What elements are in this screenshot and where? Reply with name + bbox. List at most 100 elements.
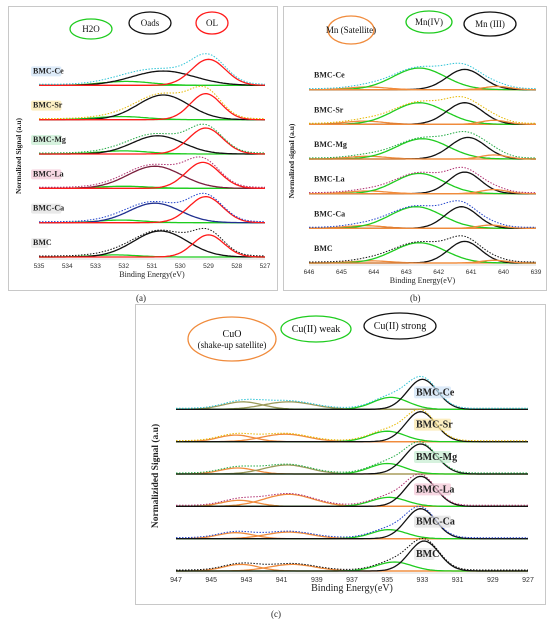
sample-label: BMC-Ca (314, 209, 345, 218)
sample-label-highlight (31, 135, 62, 145)
caption-a: (a) (136, 293, 146, 303)
x-tick-label: 534 (62, 263, 73, 270)
x-tick-label: 929 (487, 577, 499, 584)
sample-label-highlight (414, 386, 451, 399)
sample-label-highlight (31, 169, 62, 180)
component-peak (176, 540, 528, 572)
sample-label-highlight (31, 238, 49, 248)
envelope-fit (39, 192, 265, 223)
component-peak (39, 127, 265, 155)
x-tick-label: 939 (311, 577, 323, 584)
legend-label: H2O (82, 24, 100, 34)
component-peak (176, 378, 528, 410)
legend-label: Mn (Satellite) (326, 25, 376, 35)
sample-label-highlight (31, 66, 62, 77)
x-tick-label: 644 (368, 269, 379, 276)
legend-ellipse (128, 11, 172, 35)
component-peak (309, 119, 536, 125)
x-tick-label: 529 (203, 263, 214, 270)
component-peak (309, 242, 536, 264)
sample-label: BMC-Sr (416, 420, 453, 431)
sample-label-highlight (414, 451, 451, 463)
component-peak (176, 529, 528, 540)
component-peak (39, 196, 265, 224)
legend-label: Mn(IV) (415, 17, 443, 27)
x-tick-label: 531 (147, 263, 158, 270)
envelope-fit (176, 473, 528, 506)
legend-ellipse (463, 11, 517, 37)
x-tick-label: 646 (304, 269, 315, 276)
chart-mn2p: 646 645 644 643 642 641 640 639 Binding Energy(e… (287, 10, 542, 285)
x-tick-label: 935 (381, 577, 393, 584)
sample-label: BMC-Ce (314, 71, 345, 80)
component-peak (176, 475, 528, 507)
sample-label: BMC-Ca (33, 204, 64, 213)
component-peak (39, 93, 265, 121)
component-peak (39, 161, 265, 189)
sample-label-highlight (414, 483, 451, 496)
x-tick-label: 943 (241, 577, 253, 584)
x-tick-label: 645 (336, 269, 347, 276)
legend-ellipse (187, 316, 277, 362)
sample-label: BMC-Ce (416, 387, 455, 398)
component-peak (39, 202, 265, 224)
caption-b: (b) (410, 293, 421, 303)
component-peak (309, 154, 536, 160)
sample-label: BMC (314, 244, 333, 253)
envelope-fit (309, 200, 536, 228)
legend-label: OL (206, 18, 218, 28)
panel-cu2p: 947 945 943 941 939 937 935 933 931 929 927 Binding… (135, 304, 546, 605)
component-peak (309, 259, 536, 264)
component-peak (39, 165, 265, 189)
component-peak (176, 493, 528, 507)
x-tick-label: 527 (260, 263, 271, 270)
component-peak (39, 230, 265, 258)
panel-o1s: 535 534 533 532 531 530 529 528 527 Binding Energ… (8, 6, 278, 291)
x-tick-label: 532 (118, 263, 129, 270)
component-peak (176, 508, 528, 540)
sample-label: BMC-Mg (314, 140, 347, 149)
x-tick-label: 927 (522, 577, 534, 584)
legend-ellipse (363, 312, 437, 340)
legend-label: (shake-up satellite) (198, 340, 267, 350)
x-tick-label: 640 (498, 269, 509, 276)
envelope-fit (309, 235, 536, 263)
x-axis-title: Binding Energy(eV) (390, 276, 456, 285)
x-tick-label: 642 (433, 269, 444, 276)
sample-label: BMC-Mg (33, 135, 66, 144)
y-axis-title: Normalized signal (a.u) (287, 123, 296, 198)
sample-label-highlight (414, 548, 435, 560)
envelope-fit (176, 408, 528, 442)
legend-label: CuO (223, 329, 242, 340)
sample-label-highlight (31, 203, 62, 214)
sample-label-highlight (414, 418, 451, 431)
legend-label: Mn (III) (475, 19, 505, 29)
y-axis-title: Normalized Signal (a.u) (14, 117, 23, 194)
x-tick-label: 641 (466, 269, 477, 276)
envelope-fit (39, 156, 265, 188)
x-tick-label: 530 (175, 263, 186, 270)
x-tick-label: 941 (276, 577, 288, 584)
chart-o1s: 535 534 533 532 531 530 529 528 527 Binding Energ… (14, 11, 271, 279)
x-tick-label: 931 (452, 577, 464, 584)
sample-label-highlight (31, 100, 62, 111)
x-tick-label: 933 (417, 577, 429, 584)
sample-label: BMC (33, 238, 52, 247)
component-peak (39, 234, 265, 258)
sample-label: BMC-La (416, 484, 454, 495)
sample-label: BMC-Sr (314, 105, 344, 114)
x-tick-label: 533 (90, 263, 101, 270)
legend-label: Cu(II) strong (374, 321, 427, 332)
envelope-fit (176, 537, 528, 571)
sample-label: BMC-La (314, 175, 345, 184)
x-tick-label: 528 (231, 263, 242, 270)
component-peak (309, 188, 536, 195)
x-tick-label: 643 (401, 269, 412, 276)
y-axis-title: Normalizided Signal (a.u) (150, 424, 161, 528)
sample-label: BMC-Mg (416, 452, 457, 463)
envelope-fit (39, 85, 265, 120)
legend-ellipse (280, 315, 352, 343)
sample-label: BMC-Sr (33, 101, 63, 110)
x-tick-label: 639 (531, 269, 542, 276)
component-peak (39, 58, 265, 86)
